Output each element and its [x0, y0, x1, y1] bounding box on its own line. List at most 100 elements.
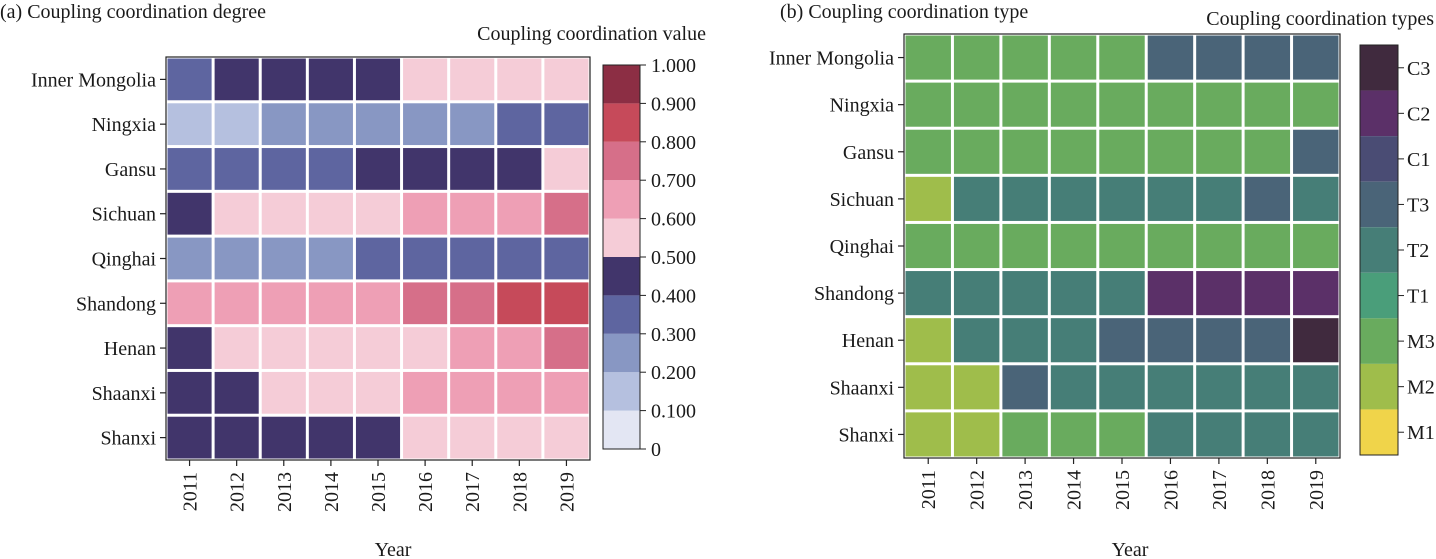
chart-b-cell [1002, 365, 1048, 410]
chart-a-cell [167, 103, 212, 146]
chart-b-cell [953, 223, 1000, 269]
chart-a-colorbar-tick-label: 0.800 [651, 132, 696, 154]
chart-b-cell [1293, 412, 1339, 457]
chart-b-legend-swatch [1360, 227, 1398, 273]
chart-b-cell [905, 365, 951, 410]
chart-a-cell [450, 371, 495, 414]
chart-b-legend-label: M2 [1407, 377, 1435, 399]
chart-a-colorbar-tick-label: 0.300 [651, 324, 696, 346]
chart-b-cell [1196, 129, 1242, 174]
chart-b-cell [1244, 82, 1291, 127]
chart-b-cell [1244, 365, 1291, 410]
chart-a-cell [355, 237, 401, 280]
chart-a-cell [403, 327, 448, 369]
chart-a-y-tick-label: Henan [104, 338, 156, 360]
chart-a-cell [403, 58, 448, 101]
chart-b-cell [1147, 318, 1194, 363]
chart-a-cell [544, 282, 589, 325]
chart-a-y-tick-label: Shandong [76, 293, 156, 315]
chart-b-legend-label: C3 [1407, 58, 1430, 80]
chart-a-cell [214, 416, 259, 459]
chart-b-cell [1147, 82, 1194, 127]
chart-b-cell [1147, 412, 1194, 457]
chart-b-cell [1099, 82, 1145, 127]
chart-a-cell [214, 237, 259, 280]
chart-b-cell [1099, 412, 1145, 457]
chart-b-heatmap: Inner Mongolia Ningxia Gansu Sichuan Qinghai… [769, 33, 1435, 510]
chart-a-cell [355, 282, 401, 325]
chart-b-cell [1099, 176, 1145, 221]
chart-a-x-tick-label: 2018 [509, 472, 531, 512]
chart-a-heatmap: Inner Mongolia Ningxia Gansu Sichuan Qinghai… [31, 55, 696, 512]
chart-b-cell [905, 129, 951, 174]
chart-b-cell [905, 412, 951, 457]
chart-b-legend-swatch [1360, 363, 1398, 410]
chart-b-cell [1196, 35, 1242, 80]
chart-b-cell [953, 271, 1000, 316]
chart-b-y-tick-label: Shandong [814, 283, 894, 305]
chart-a-cell [544, 237, 589, 280]
chart-a-colorbar-tick-label: 0.100 [651, 401, 696, 423]
chart-a-colorbar-tick-label: 0.500 [651, 247, 696, 269]
chart-a-colorbar-tick-label: 1.000 [651, 55, 696, 77]
chart-b-x-tick-label: 2011 [918, 470, 940, 509]
chart-a-cell [544, 148, 589, 190]
chart-b-cell [1147, 129, 1194, 174]
chart-a-colorbar-swatch [603, 103, 640, 142]
chart-b-legend-title: Coupling coordination types [1206, 8, 1434, 30]
chart-b-legend-label: C1 [1407, 149, 1430, 171]
chart-b-cell [1050, 176, 1097, 221]
chart-b-cell [1147, 271, 1194, 316]
chart-b-cell [1002, 82, 1048, 127]
chart-b-cell [1244, 129, 1291, 174]
chart-a-cell [544, 416, 589, 459]
chart-a-cell [497, 192, 542, 235]
chart-b-cell [1099, 365, 1145, 410]
chart-a-x-tick-label: 2017 [462, 472, 484, 512]
chart-a-colorbar-swatch [603, 257, 640, 296]
chart-b-cell [1196, 271, 1242, 316]
chart-b-cell [1050, 318, 1097, 363]
chart-b-cell [1002, 318, 1048, 363]
chart-a-cell [450, 282, 495, 325]
chart-b-legend-swatch [1360, 318, 1398, 364]
chart-a-cell [544, 192, 589, 235]
chart-b-x-tick-label: 2014 [1064, 470, 1086, 510]
chart-a-cell [403, 237, 448, 280]
chart-a-cell [167, 237, 212, 280]
chart-b-cell [1099, 318, 1145, 363]
chart-a-cell [450, 148, 495, 190]
chart-a-cell [497, 237, 542, 280]
chart-a-x-tick-label: 2016 [415, 472, 437, 512]
chart-a-title: (a) Coupling coordination degree [0, 1, 266, 23]
chart-a-cell [261, 282, 306, 325]
chart-a-colorbar-tick-label: 0.400 [651, 285, 696, 307]
chart-a-cell [261, 192, 306, 235]
chart-b-cell [1293, 129, 1339, 174]
chart-a-cell [544, 103, 589, 146]
chart-b-cell [1293, 35, 1339, 80]
chart-b-x-tick-label: 2013 [1015, 470, 1037, 510]
chart-b-cell [953, 318, 1000, 363]
chart-a-cell [167, 282, 212, 325]
chart-a-colorbar-swatch [603, 141, 640, 181]
chart-a-colorbar-tick-label: 0 [651, 439, 661, 461]
chart-b-cell [1099, 223, 1145, 269]
chart-b-cell [1244, 412, 1291, 457]
chart-b-cell [1147, 223, 1194, 269]
chart-b-cell [1293, 365, 1339, 410]
chart-b-legend-label: M1 [1407, 422, 1435, 444]
chart-a-cell [497, 148, 542, 190]
chart-b-cell [1002, 35, 1048, 80]
chart-b-cell [953, 129, 1000, 174]
chart-b-cell [1147, 365, 1194, 410]
chart-b-cell [1099, 129, 1145, 174]
chart-b-legend-label: T3 [1407, 194, 1429, 216]
chart-b-cell [1002, 271, 1048, 316]
chart-b-legend-swatch [1360, 272, 1398, 319]
chart-b-cell [1196, 365, 1242, 410]
chart-a-y-tick-label: Shanxi [100, 428, 156, 450]
chart-a-x-tick-label: 2011 [180, 472, 202, 511]
chart-b-title: (b) Coupling coordination type [780, 1, 1028, 23]
